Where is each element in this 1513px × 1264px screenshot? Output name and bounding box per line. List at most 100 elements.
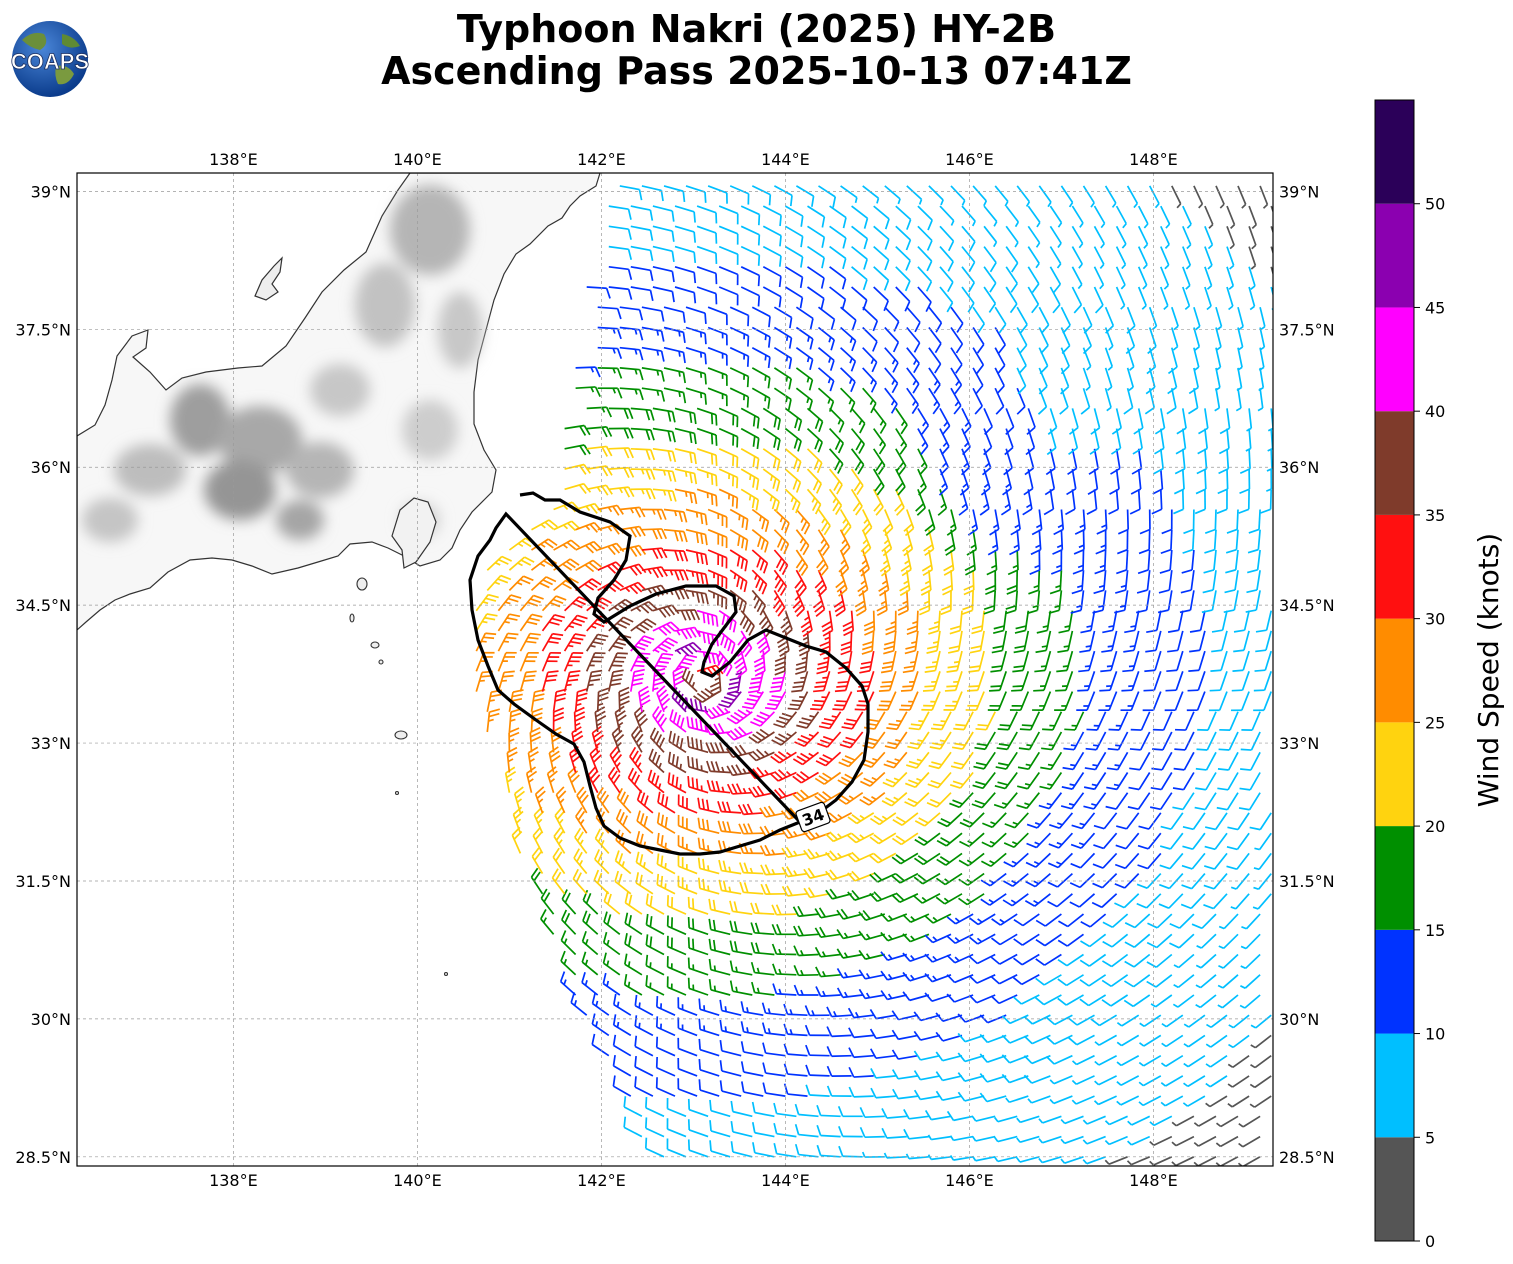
wind-barb: [1139, 1014, 1162, 1028]
wind-barb: [582, 910, 599, 935]
wind-barb: [826, 1026, 852, 1038]
wind-barb: [981, 832, 1007, 848]
wind-barb: [1069, 893, 1096, 908]
wind-barb: [1018, 731, 1041, 751]
wind-barb: [1057, 933, 1085, 947]
wind-barb: [594, 706, 607, 733]
wind-barb: [858, 969, 885, 980]
wind-barb: [1204, 832, 1228, 851]
wind-barb: [677, 835, 698, 855]
wind-barb: [935, 1071, 963, 1082]
wind-barb: [687, 957, 709, 976]
wind-barb: [1183, 1054, 1206, 1068]
wind-barb: [816, 650, 831, 675]
wind-barb: [804, 1005, 830, 1017]
wind-barb: [1250, 1014, 1272, 1029]
wind-barb: [1194, 792, 1217, 811]
wind-barb: [946, 953, 974, 964]
wind-barb: [1188, 650, 1206, 673]
wind-barb: [1082, 1156, 1106, 1165]
wind-barb: [1240, 731, 1261, 751]
wind-barb: [677, 1017, 698, 1037]
colorbar-segment: [1375, 307, 1414, 412]
wind-barb: [973, 751, 996, 770]
wind-barb: [681, 667, 698, 693]
wind-barb: [698, 1018, 720, 1037]
wind-barb: [616, 787, 632, 814]
wind-barb: [935, 893, 963, 905]
wind-barb: [602, 972, 621, 996]
wind-barb: [913, 1070, 941, 1081]
wind-barb: [913, 1030, 941, 1041]
wind-barb: [1205, 1075, 1228, 1088]
wind-barb: [1070, 852, 1096, 869]
wind-barb: [1122, 650, 1140, 673]
wind-barb: [475, 593, 499, 612]
wind-barb: [979, 1072, 1007, 1083]
wind-barb: [1002, 872, 1029, 887]
wind-barb: [1254, 832, 1272, 851]
lon-tick-label: 140°E: [393, 1171, 442, 1190]
wind-barb: [667, 772, 687, 794]
wind-barb: [1039, 772, 1063, 790]
wind-barb: [1033, 671, 1052, 692]
wind-barb: [593, 869, 610, 895]
wind-barb: [729, 940, 753, 956]
wind-barb: [793, 984, 819, 996]
lat-tick-label: 37.5°N: [1279, 320, 1335, 339]
wind-barb: [1121, 671, 1140, 692]
colorbar-segment: [1375, 100, 1414, 204]
wind-barb: [841, 711, 864, 730]
wind-barb: [1016, 792, 1040, 810]
wind-barb: [936, 832, 963, 847]
wind-barb: [552, 707, 565, 733]
wind-barb: [555, 786, 567, 814]
wind-barb: [541, 614, 566, 632]
wind-barb: [585, 669, 603, 692]
wind-barb: [935, 1031, 963, 1042]
wind-barb: [1228, 1034, 1250, 1049]
wind-barb: [847, 812, 875, 825]
wind-barb: [674, 641, 702, 657]
wind-barb: [718, 609, 737, 633]
wind-barb: [1057, 974, 1084, 987]
wind-barb: [783, 1023, 808, 1037]
wind-barb: [969, 630, 985, 654]
wind-barb: [1147, 913, 1173, 929]
colorbar-tick-label: 0: [1425, 1232, 1435, 1251]
wind-barb: [950, 751, 974, 770]
wind-barb: [629, 746, 643, 774]
wind-barb: [1013, 953, 1040, 966]
wind-barb: [781, 846, 808, 859]
wind-barb: [759, 805, 786, 818]
wind-barb: [792, 905, 819, 918]
colorbar-title: Wind Speed (knots): [1472, 533, 1505, 807]
lat-tick-label: 31.5°N: [1279, 872, 1335, 891]
wind-barb: [949, 771, 974, 789]
wind-barb: [560, 950, 577, 976]
wind-barb: [971, 1115, 996, 1122]
wind-barb: [1100, 650, 1118, 673]
wind-barb: [1017, 751, 1041, 771]
wind-barb: [645, 975, 665, 996]
wind-barb: [881, 1108, 907, 1119]
wind-barb: [804, 1024, 830, 1037]
wind-barb: [848, 1027, 874, 1039]
wind-barb: [687, 917, 709, 936]
wind-barb: [947, 630, 963, 654]
wind-barb: [1094, 1054, 1117, 1066]
wind-barb: [922, 671, 941, 692]
wind-barb: [1079, 974, 1107, 987]
wind-barb: [750, 961, 775, 976]
wind-barb: [1086, 711, 1107, 731]
wind-barb: [612, 1075, 632, 1097]
wind-barb: [891, 872, 919, 884]
wind-barb: [971, 1135, 996, 1142]
wind-barb: [1080, 933, 1107, 948]
wind-barb: [645, 913, 665, 936]
wind-barb: [924, 933, 952, 944]
wind-barb: [729, 980, 753, 996]
wind-barb: [519, 651, 539, 672]
wind-barb: [886, 711, 908, 731]
wind-barb: [686, 716, 709, 733]
